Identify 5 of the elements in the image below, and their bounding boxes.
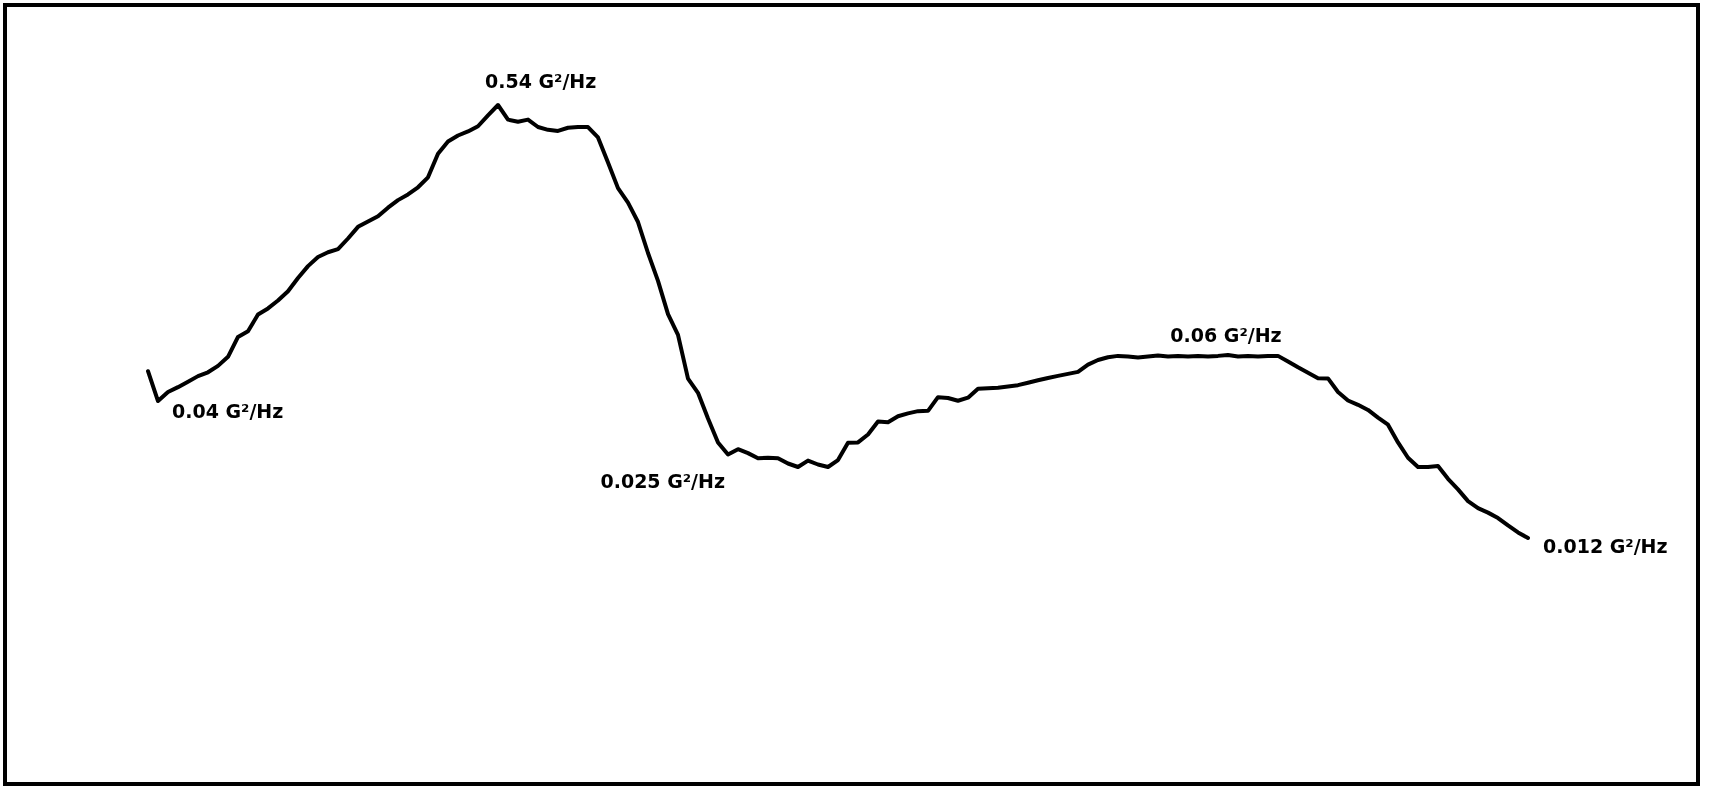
data-label: 0.025 G²/Hz <box>600 469 725 492</box>
data-label: 0.54 G²/Hz <box>485 70 597 92</box>
data-label: 0.04 G²/Hz <box>172 400 284 423</box>
data-label: 0.012 G²/Hz <box>1543 535 1668 557</box>
data-label: 0.06 G²/Hz <box>1170 323 1282 346</box>
